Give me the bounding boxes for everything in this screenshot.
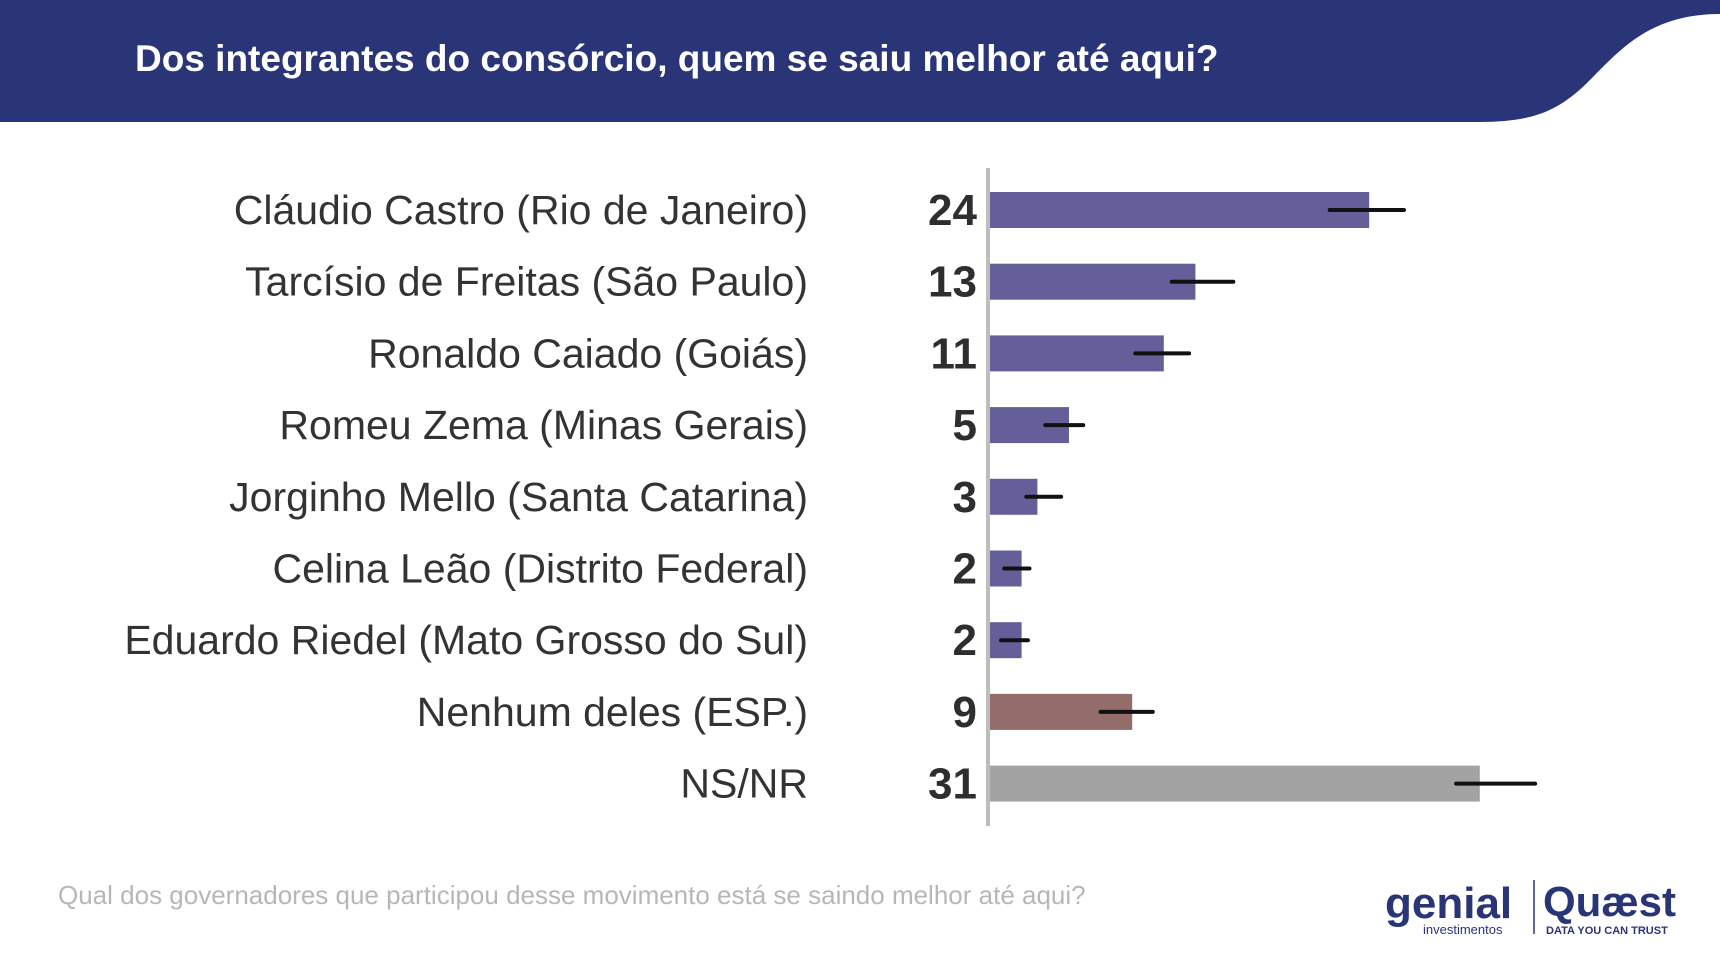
value-label-7: 9 — [953, 688, 977, 737]
category-label-7: Nenhum deles (ESP.) — [417, 689, 808, 735]
page-title: Dos integrantes do consórcio, quem se sa… — [135, 38, 1219, 79]
category-label-5: Celina Leão (Distrito Federal) — [272, 546, 808, 592]
category-label-2: Ronaldo Caiado (Goiás) — [368, 330, 808, 376]
bar-8 — [990, 765, 1480, 802]
survey-question: Qual dos governadores que participou des… — [58, 880, 1086, 910]
logos: genial investimentos Quæst DATA YOU CAN … — [1385, 872, 1685, 942]
bar-1 — [990, 263, 1196, 300]
value-label-4: 3 — [953, 473, 977, 522]
category-label-8: NS/NR — [680, 761, 808, 807]
category-label-4: Jorginho Mello (Santa Catarina) — [229, 474, 808, 520]
value-label-3: 5 — [953, 401, 977, 450]
value-label-1: 13 — [928, 258, 977, 307]
logo-group: genial investimentos Quæst DATA YOU CAN … — [1385, 878, 1676, 937]
value-label-8: 31 — [928, 760, 977, 809]
genial-logo-subtitle: investimentos — [1423, 922, 1503, 937]
category-label-3: Romeu Zema (Minas Gerais) — [279, 402, 808, 448]
header-shape — [0, 0, 1720, 122]
genial-logo: genial — [1385, 879, 1512, 928]
bar-0 — [990, 192, 1370, 228]
header-banner: Dos integrantes do consórcio, quem se sa… — [0, 0, 1720, 124]
category-label-6: Eduardo Riedel (Mato Grosso do Sul) — [124, 617, 808, 663]
value-label-2: 11 — [930, 329, 977, 378]
quaest-logo-tagline: DATA YOU CAN TRUST — [1546, 925, 1668, 937]
quaest-logo: Quæst — [1543, 878, 1676, 925]
category-label-0: Cláudio Castro (Rio de Janeiro) — [234, 187, 808, 233]
value-label-0: 24 — [928, 186, 977, 235]
value-label-6: 2 — [953, 616, 977, 665]
category-label-1: Tarcísio de Freitas (São Paulo) — [245, 259, 808, 305]
value-label-5: 2 — [953, 545, 977, 594]
